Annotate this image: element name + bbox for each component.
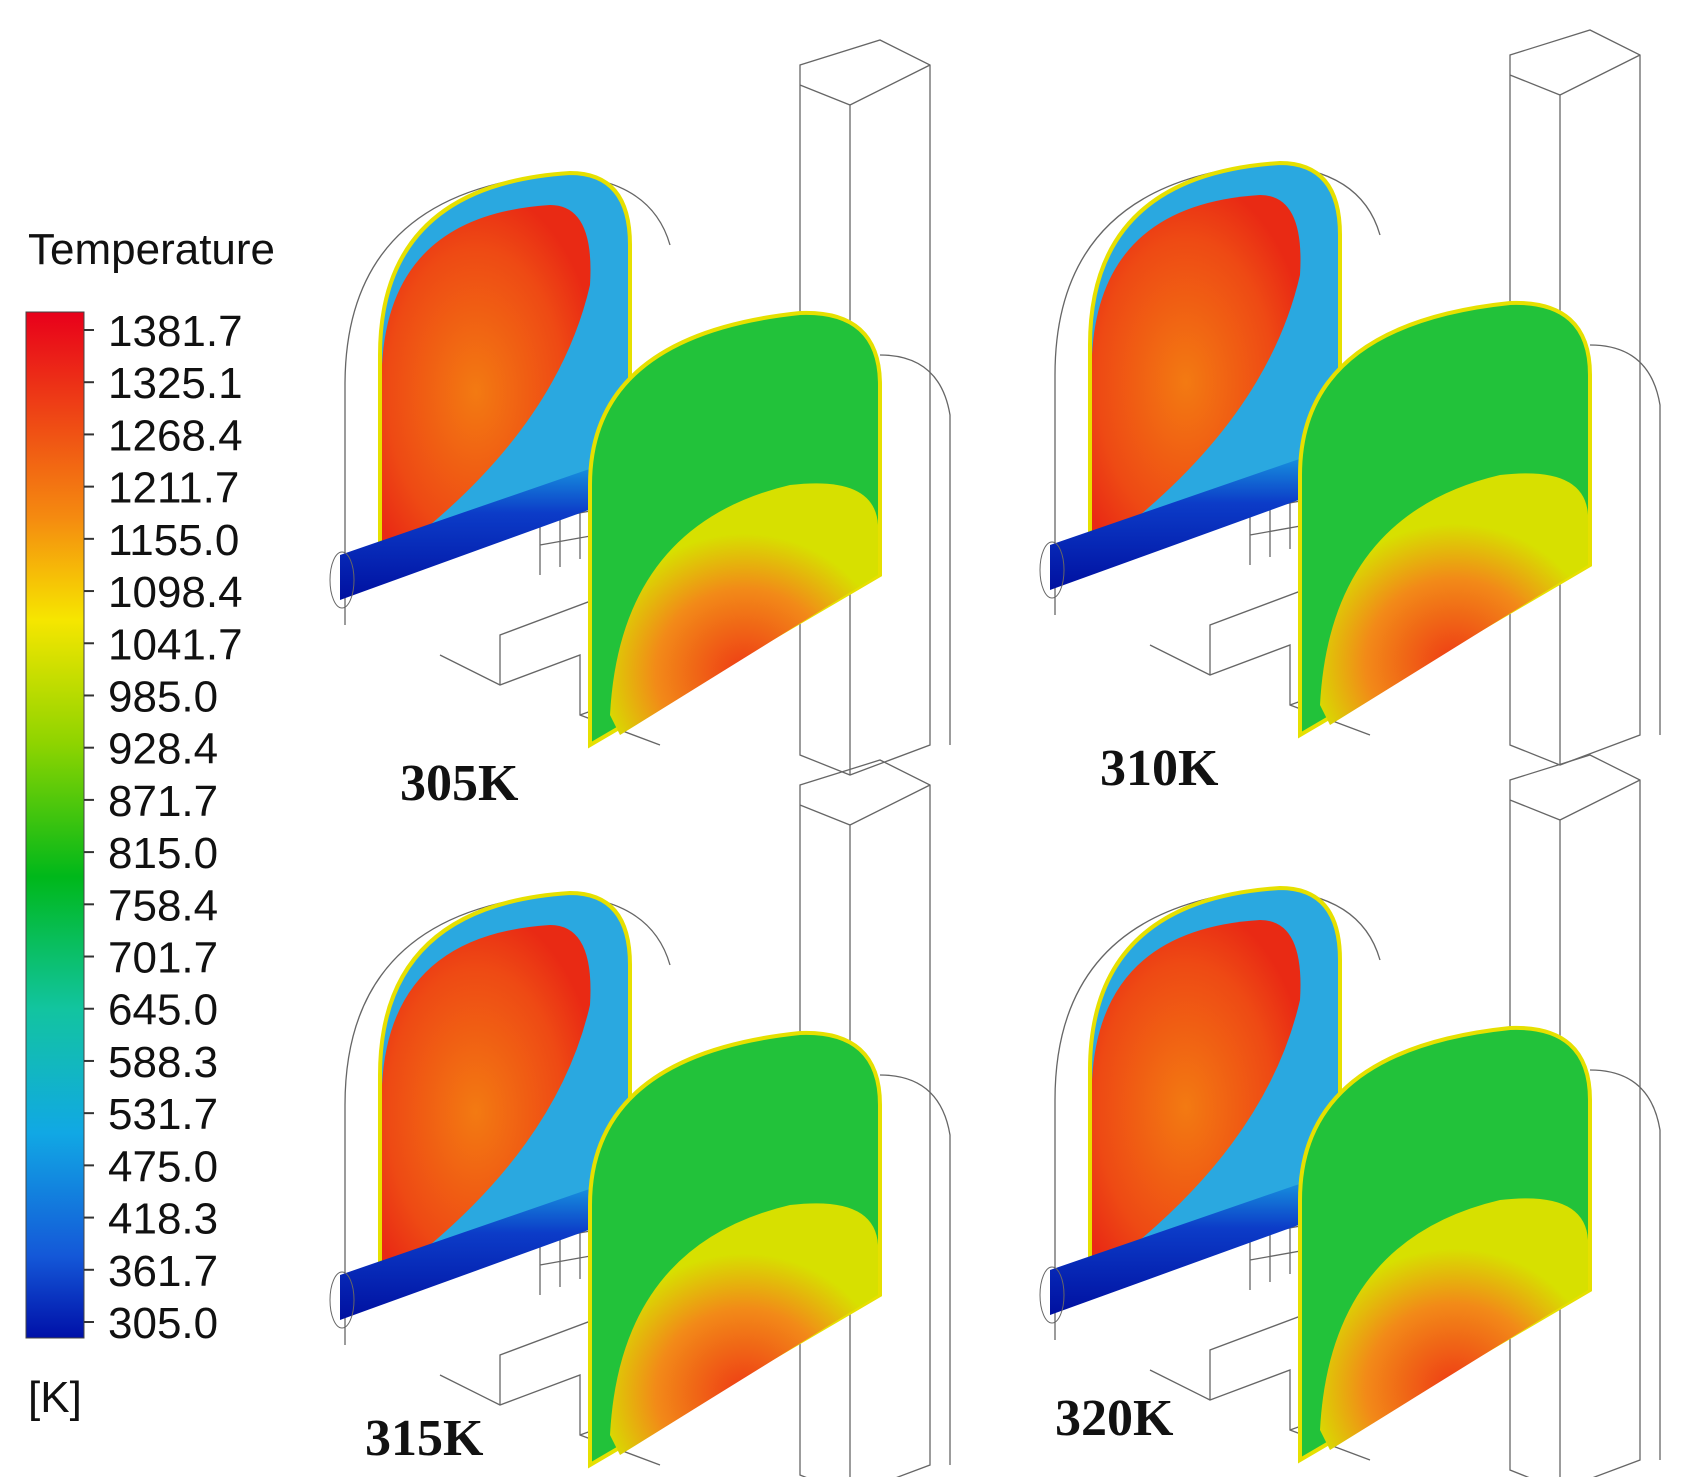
inlet-nozzle	[1039, 541, 1065, 599]
legend-tick-label: 418.3	[108, 1195, 218, 1244]
back-slice-core	[382, 925, 591, 1265]
inlet-nozzle	[329, 1271, 355, 1329]
casing-outline	[1589, 1069, 1661, 1460]
inlet-stream	[1050, 445, 1340, 590]
legend-tick-label: 1211.7	[108, 464, 239, 513]
legend-tick-label: 985.0	[108, 672, 218, 721]
contour-panel	[329, 759, 951, 1477]
legend-tick-label: 1041.7	[108, 620, 243, 669]
contour-panel	[329, 39, 951, 776]
casing-outline	[1589, 344, 1661, 735]
legend-tick-label: 871.7	[108, 777, 218, 826]
legend-title: Temperature	[28, 225, 275, 274]
front-slice-core	[610, 483, 878, 735]
back-slice-core	[382, 205, 591, 545]
panel-label: 305K	[400, 755, 519, 812]
inlet-stream	[340, 455, 630, 600]
contour-panel	[1039, 754, 1661, 1477]
back-slice-core	[1092, 195, 1301, 535]
legend-tick-label: 645.0	[108, 986, 218, 1035]
legend-tick-label: 701.7	[108, 934, 218, 983]
legend-tick-label: 588.3	[108, 1038, 218, 1087]
legend-tick-label: 475.0	[108, 1142, 218, 1191]
legend-tick-label: 815.0	[108, 829, 218, 878]
legend-tick-label: 305.0	[108, 1299, 218, 1348]
legend-tick-label: 1268.4	[108, 411, 243, 460]
back-slice-core	[1092, 920, 1301, 1260]
panel-label: 310K	[1100, 740, 1219, 797]
casing-outline	[879, 1074, 951, 1465]
legend-tick-label: 1325.1	[108, 359, 243, 408]
inlet-stream	[1050, 1170, 1340, 1315]
legend-tick-label: 1381.7	[108, 307, 243, 356]
panel-label: 315K	[365, 1410, 484, 1467]
legend-tick-label: 758.4	[108, 881, 218, 930]
legend-tick-label: 1098.4	[108, 568, 243, 617]
inlet-nozzle	[329, 551, 355, 609]
legend-tick-label: 361.7	[108, 1247, 218, 1296]
legend-unit: [K]	[28, 1373, 82, 1422]
front-slice-core	[1320, 473, 1588, 725]
inlet-stream	[340, 1175, 630, 1320]
legend-tick-label: 531.7	[108, 1090, 218, 1139]
panel-label: 320K	[1055, 1390, 1174, 1447]
front-slice-core	[610, 1203, 878, 1455]
contour-panel	[1039, 29, 1661, 766]
casing-outline	[879, 354, 951, 745]
legend-tick-label: 1155.0	[108, 516, 239, 565]
inlet-nozzle	[1039, 1266, 1065, 1324]
colorbar	[25, 311, 85, 1339]
front-slice-core	[1320, 1198, 1588, 1450]
legend-tick-label: 928.4	[108, 725, 218, 774]
